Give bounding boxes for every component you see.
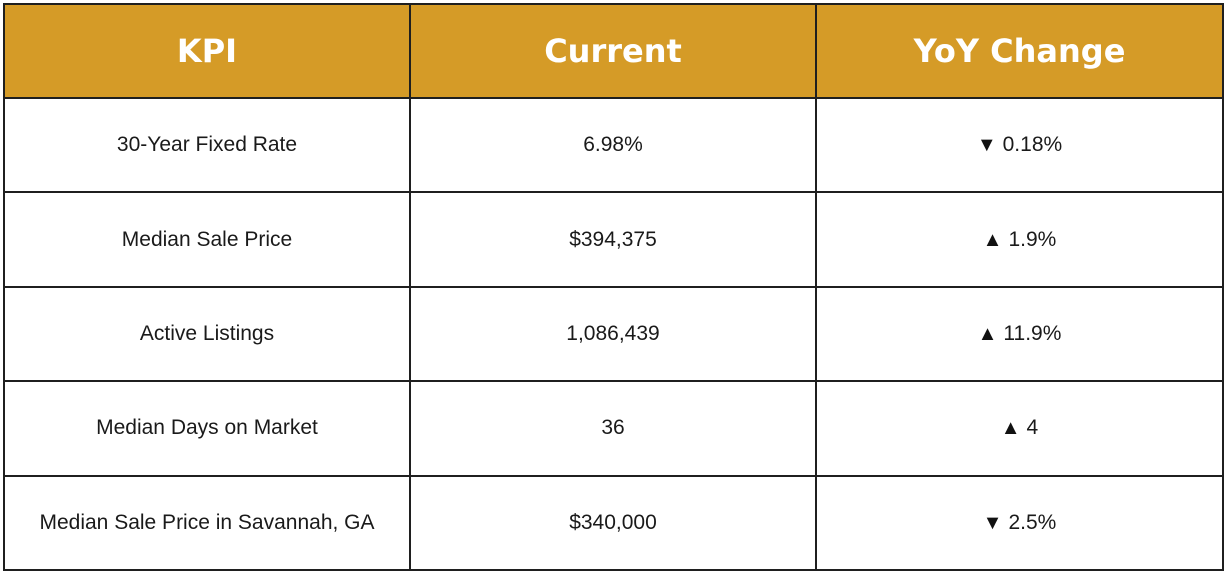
current-cell: 6.98% [409,96,817,194]
triangle-down-icon: ▼ [982,511,1003,534]
kpi-table: KPI Current YoY Change 30-Year Fixed Rat… [3,3,1224,572]
table-row: Active Listings 1,086,439 ▲ 11.9% [3,285,1224,383]
table-row: Median Sale Price $394,375 ▲ 1.9% [3,191,1224,288]
change-cell: ▼ 0.18% [815,96,1224,194]
header-yoy-change: YoY Change [815,3,1224,99]
kpi-cell: Active Listings [3,285,411,383]
table-row: Median Sale Price in Savannah, GA $340,0… [3,474,1224,572]
kpi-cell: Median Days on Market [3,380,411,477]
header-current: Current [409,3,817,99]
change-value: 1.9% [1008,227,1057,251]
kpi-table-container: KPI Current YoY Change 30-Year Fixed Rat… [3,3,1224,572]
change-cell: ▲ 11.9% [815,285,1224,383]
triangle-up-icon: ▲ [1000,417,1021,440]
change-value: 0.18% [1002,133,1063,157]
change-cell: ▼ 2.5% [815,474,1224,572]
triangle-up-icon: ▲ [982,228,1003,251]
triangle-up-icon: ▲ [977,322,998,345]
kpi-cell: Median Sale Price [3,191,411,288]
change-cell: ▲ 4 [815,380,1224,477]
table-row: 30-Year Fixed Rate 6.98% ▼ 0.18% [3,96,1224,194]
triangle-down-icon: ▼ [976,134,997,157]
current-cell: $394,375 [409,191,817,288]
kpi-cell: Median Sale Price in Savannah, GA [3,474,411,572]
change-value: 4 [1026,416,1039,440]
current-cell: $340,000 [409,474,817,572]
change-value: 2.5% [1008,510,1057,534]
header-row: KPI Current YoY Change [3,3,1224,99]
table-row: Median Days on Market 36 ▲ 4 [3,380,1224,477]
kpi-cell: 30-Year Fixed Rate [3,96,411,194]
header-kpi: KPI [3,3,411,99]
current-cell: 1,086,439 [409,285,817,383]
change-value: 11.9% [1003,321,1062,345]
current-cell: 36 [409,380,817,477]
change-cell: ▲ 1.9% [815,191,1224,288]
